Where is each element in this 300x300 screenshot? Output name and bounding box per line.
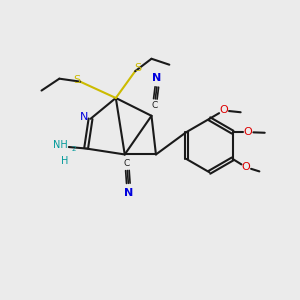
Text: N: N [152, 73, 161, 83]
Text: NH: NH [52, 140, 67, 150]
Text: 2: 2 [72, 146, 76, 152]
Text: N: N [124, 188, 133, 197]
Text: C: C [124, 160, 130, 169]
Text: H: H [61, 156, 68, 166]
Text: O: O [242, 162, 250, 172]
Text: O: O [219, 106, 228, 116]
Text: N: N [80, 112, 88, 122]
Text: C: C [152, 101, 158, 110]
Text: O: O [244, 127, 252, 137]
Text: S: S [134, 63, 142, 73]
Text: S: S [73, 75, 80, 85]
